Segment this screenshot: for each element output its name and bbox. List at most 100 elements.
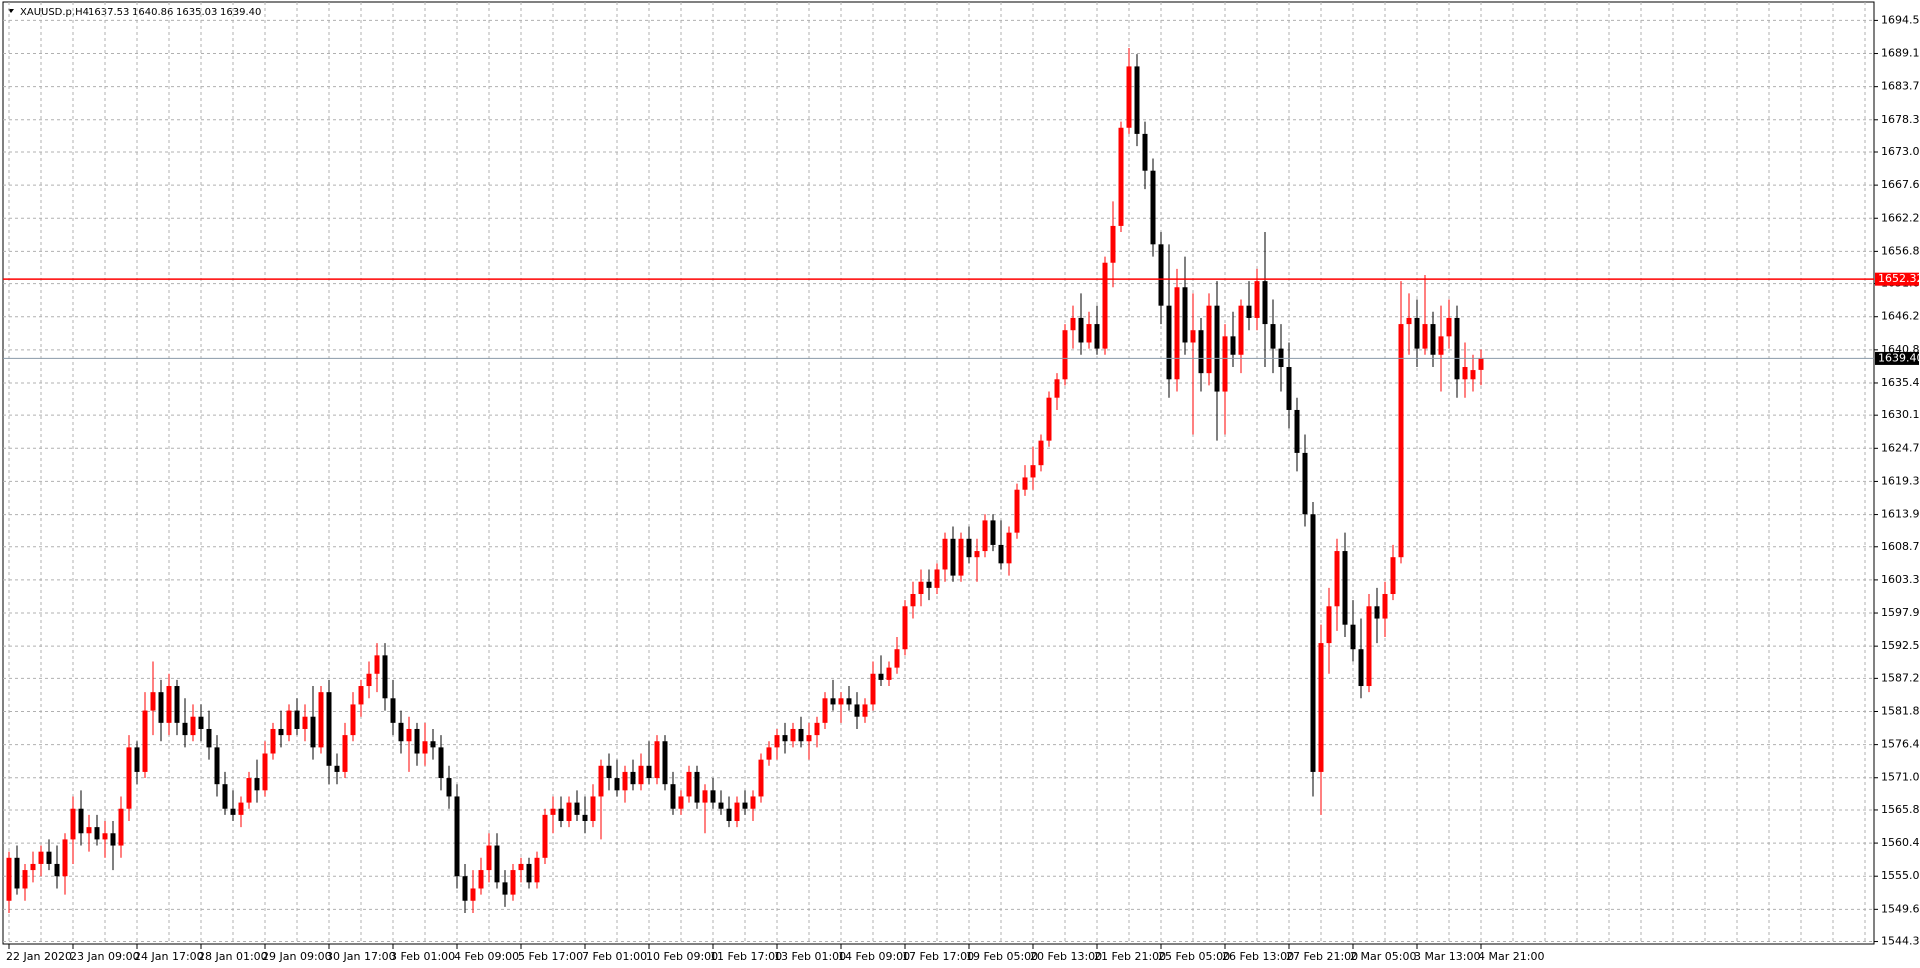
candle-body — [142, 710, 148, 772]
candle-body — [542, 814, 548, 858]
candle-body — [1342, 551, 1348, 625]
candle-body — [1030, 465, 1036, 478]
candle-body — [214, 747, 220, 785]
candle-body — [526, 863, 532, 883]
y-tick-label: 1613.95 — [1881, 508, 1920, 521]
candle-body — [334, 765, 340, 772]
candle-body — [974, 551, 980, 558]
candle-body — [782, 735, 788, 742]
candle-body — [1198, 330, 1204, 374]
candle-body — [1126, 66, 1132, 128]
candle-body — [790, 728, 796, 742]
y-tick-label: 1635.40 — [1881, 376, 1920, 389]
candle-body — [942, 538, 948, 570]
x-tick-label: 7 Feb 01:00 — [582, 950, 647, 963]
candle-body — [750, 796, 756, 809]
x-tick-label: 25 Feb 05:00 — [1158, 950, 1230, 963]
x-tick-label: 2 Mar 05:00 — [1350, 950, 1416, 963]
candle-body — [342, 735, 348, 772]
candle-body — [1014, 489, 1020, 533]
candle-body — [654, 741, 660, 779]
candle-body — [1294, 409, 1300, 453]
candle-body — [6, 857, 12, 901]
candle-body — [870, 673, 876, 705]
y-tick-label: 1544.35 — [1881, 935, 1920, 948]
x-tick-label: 30 Jan 17:00 — [326, 950, 396, 963]
candle-body — [222, 784, 228, 809]
candle-body — [54, 863, 60, 877]
candle-body — [94, 827, 100, 840]
candle-body — [598, 765, 604, 797]
candle-body — [854, 704, 860, 717]
x-tick-label: 4 Feb 09:00 — [454, 950, 519, 963]
candle-body — [502, 882, 508, 895]
y-tick-label: 1662.25 — [1881, 211, 1920, 224]
candle-body — [398, 722, 404, 742]
candle-body — [366, 673, 372, 687]
candle-body — [1006, 532, 1012, 564]
y-tick-label: 1678.30 — [1881, 113, 1920, 126]
y-tick-label: 1571.05 — [1881, 771, 1920, 784]
candle-body — [1086, 324, 1092, 343]
candle-body — [1326, 606, 1332, 644]
x-tick-label: 28 Jan 01:00 — [198, 950, 268, 963]
candle-body — [958, 538, 964, 576]
candle-body — [454, 796, 460, 877]
candle-body — [510, 870, 516, 895]
x-tick-label: 4 Mar 21:00 — [1478, 950, 1544, 963]
candle-body — [206, 728, 212, 748]
high-value: 1640.86 — [132, 7, 173, 18]
x-tick-label: 22 Jan 2020 — [6, 950, 72, 963]
candle-body — [630, 771, 636, 785]
candle-body — [414, 728, 420, 754]
y-tick-label: 1587.25 — [1881, 671, 1920, 684]
y-tick-label: 1694.50 — [1881, 13, 1920, 26]
candle-body — [846, 698, 852, 705]
candle-body — [1254, 281, 1260, 318]
y-tick-label: 1689.10 — [1881, 47, 1920, 60]
candle-body — [166, 686, 172, 723]
candle-body — [182, 722, 188, 736]
candle-body — [1206, 305, 1212, 374]
candle-body — [622, 771, 628, 791]
candle-body — [374, 655, 380, 674]
x-tick-label: 5 Feb 17:00 — [518, 950, 583, 963]
candle-body — [1174, 287, 1180, 380]
y-tick-label: 1592.50 — [1881, 639, 1920, 652]
candle-body — [1358, 649, 1364, 687]
candle-body — [230, 808, 236, 815]
candle-body — [1438, 336, 1444, 355]
candle-body — [1350, 624, 1356, 650]
candle-body — [606, 765, 612, 779]
candle-body — [286, 710, 292, 736]
candle-body — [78, 808, 84, 834]
candle-body — [662, 741, 668, 785]
candle-body — [1334, 551, 1340, 607]
x-tick-label: 26 Feb 13:00 — [1222, 950, 1294, 963]
candle-body — [670, 784, 676, 809]
candle-body — [1182, 287, 1188, 343]
y-tick-label: 1576.45 — [1881, 738, 1920, 751]
x-tick-label: 19 Feb 05:00 — [966, 950, 1038, 963]
y-tick-label: 1565.80 — [1881, 803, 1920, 816]
candle-body — [1302, 452, 1308, 515]
y-tick-label: 1560.40 — [1881, 836, 1920, 849]
candle-body — [1134, 66, 1140, 134]
candle-body — [38, 851, 44, 864]
candle-body — [70, 808, 76, 840]
candle-body — [1278, 348, 1284, 368]
candle-body — [270, 728, 276, 754]
candle-body — [822, 698, 828, 723]
candle-body — [406, 728, 412, 742]
candle-body — [518, 863, 524, 871]
y-tick-label: 1646.20 — [1881, 310, 1920, 323]
candle-body — [1262, 281, 1268, 325]
candle-body — [966, 538, 972, 558]
candle-body — [494, 845, 500, 883]
candle-body — [1070, 317, 1076, 331]
candle-body — [926, 581, 932, 588]
candle-body — [1430, 324, 1436, 355]
candle-body — [766, 747, 772, 760]
